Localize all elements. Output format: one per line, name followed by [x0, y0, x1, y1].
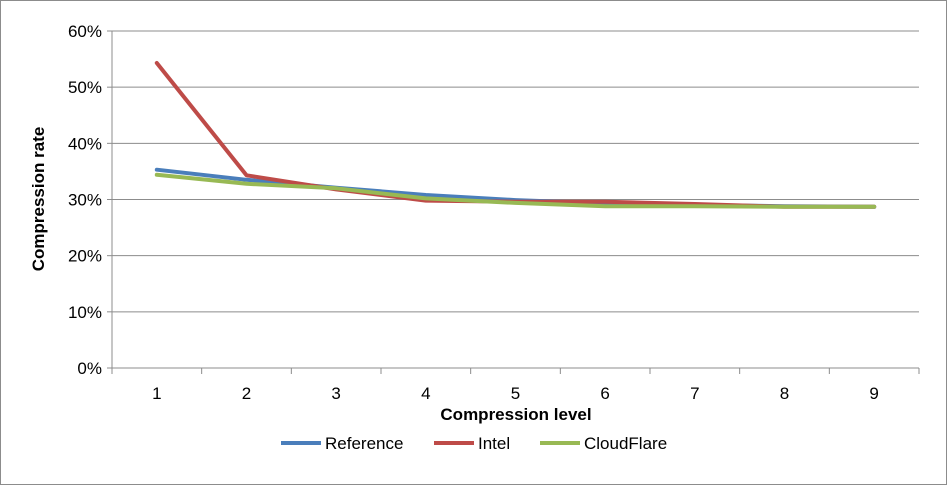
x-tick-label: 3 [331, 384, 340, 403]
tick-labels: 0% 10% 20% 30% 40% 50% 60% 1 2 3 4 5 6 7 8 9 [68, 22, 879, 403]
gridlines [112, 30, 919, 313]
y-tick-label: 20% [68, 247, 102, 266]
axes [107, 30, 920, 374]
legend: Reference Intel CloudFlare [281, 434, 667, 453]
legend-label-cloudflare: CloudFlare [584, 434, 667, 453]
y-tick-label: 30% [68, 191, 102, 210]
series-line-cloudflare [154, 172, 877, 209]
x-tick-label: 5 [511, 384, 520, 403]
y-tick-label: 40% [68, 134, 102, 153]
y-tick-label: 50% [68, 78, 102, 97]
x-tick-label: 6 [600, 384, 609, 403]
x-tick-label: 4 [421, 384, 430, 403]
legend-label-intel: Intel [478, 434, 510, 453]
y-tick-label: 10% [68, 303, 102, 322]
x-tick-label: 2 [242, 384, 251, 403]
y-tick-label: 60% [68, 22, 102, 41]
x-tick-label: 1 [152, 384, 161, 403]
x-axis-title: Compression level [440, 405, 591, 424]
y-tick-label: 0% [77, 359, 102, 378]
series-lines [154, 61, 877, 209]
x-tick-label: 8 [780, 384, 789, 403]
x-tick-label: 9 [869, 384, 878, 403]
y-axis-title: Compression rate [29, 127, 48, 272]
legend-label-reference: Reference [325, 434, 403, 453]
x-tick-label: 7 [690, 384, 699, 403]
